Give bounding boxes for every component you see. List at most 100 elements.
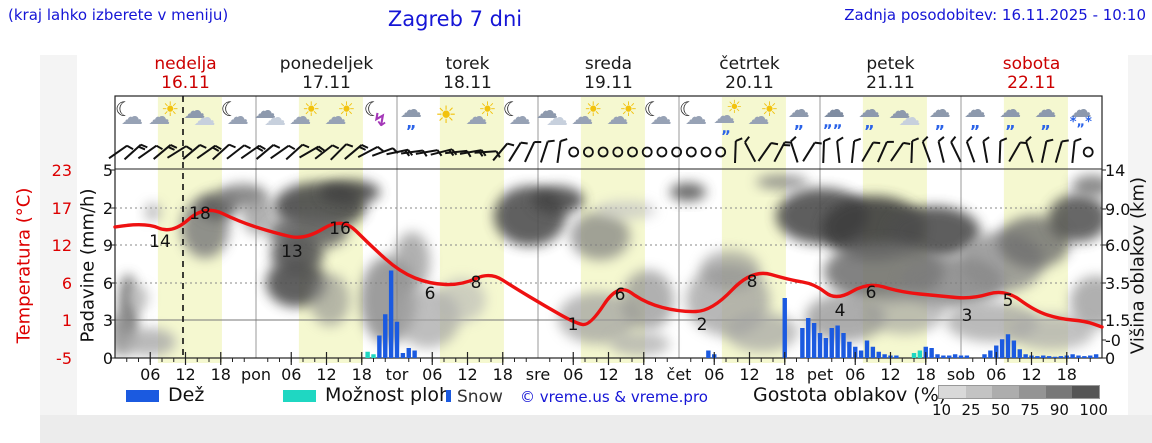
day-date: 22.11 [1007,73,1056,93]
rain-bar [876,351,881,358]
density-swatch [1045,386,1073,398]
wind-barb-icon [212,143,230,161]
precip-tick: 6 [103,274,113,293]
wind-barb-icon [890,142,905,162]
day-abbrev-label: sre [526,365,550,384]
cloud-rain-icon: ☁ „ [964,98,986,132]
day-date: 17.11 [302,73,351,93]
rain-bar [841,333,846,358]
density-tick-label: 10 [932,401,952,419]
shower-bar [365,351,370,358]
moon-cloud-icon: ☾ ☁ [220,97,249,130]
temperature-value-label: 8 [747,272,758,292]
temperature-value-label: 16 [329,219,351,239]
calm-wind-icon [1082,146,1094,158]
moon-storm-icon: ☾ ↯ [363,97,388,131]
rain-bar [829,328,834,358]
wind-barb-icon [822,140,825,164]
wind-barb-icon [773,141,786,163]
snow-legend-label: Snow [457,387,503,407]
shower-bar [911,353,917,358]
sun-cloud-icon: ☀ ☁ [148,97,180,130]
density-tick-label: 90 [1049,401,1069,419]
calm-wind-icon [568,146,580,158]
cloud-rain-icon: ☁ „ [858,98,881,132]
rain-bar [999,339,1005,358]
rain-bar [964,355,970,358]
rain-bar [1011,340,1017,358]
rain-bar [377,335,382,358]
rain-bar [870,346,876,358]
precip-tick: 3 [103,311,113,330]
rain-bar [1046,356,1052,358]
density-swatch [1019,386,1046,398]
temp-tick: 6 [62,274,72,293]
menu-hint: (kraj lahko izberete v meniju) [8,6,229,24]
shower-legend-swatch [283,390,316,402]
temp-tick: 17 [52,199,72,218]
wind-barb-icon [950,141,962,163]
rain-bar [1082,356,1087,358]
cloud-rain-icon: ☁ „ [999,98,1022,132]
time-tick-label: 12 [1021,365,1041,384]
rain-bar [988,350,993,358]
wind-barb-icon [982,140,989,164]
wind-barb-icon [386,148,409,156]
rain-bar [929,348,934,358]
rain-bar [1023,354,1028,358]
density-swatch [939,386,966,398]
precip-tick: 9 [103,236,113,255]
cloud-rain-icon: ☁ „ [1034,98,1057,132]
wind-barb-icon [153,144,172,160]
day-name: torek [445,54,490,74]
time-tick-label: 12 [880,365,900,384]
day-header: nedelja 16.11 [115,55,256,93]
rain-bar [383,314,388,358]
wind-barb-icon [789,141,799,163]
clouds-icon: ☁ ☁ [183,99,216,131]
rain-bar [1058,356,1064,358]
cloud-sleet-icon: ☁ *„* [1069,98,1092,130]
moon-cloud-icon: ☾ ☁ [643,97,672,130]
wind-barb-icon [1054,141,1063,163]
calm-wind-icon [641,146,653,158]
shower-bar [917,350,923,358]
rain-bar [941,355,946,358]
rain-legend-swatch [126,390,159,402]
rain-bar [806,318,811,358]
time-tick-label: 06 [563,365,583,384]
wind-barb-icon [299,145,320,159]
time-tick-label: 18 [211,365,231,384]
rain-bar [400,353,406,358]
day-header: sreda 19.11 [538,55,679,93]
rain-bar [1035,356,1040,358]
wind-barb-icon [877,141,888,163]
wind-barb-icon [921,141,932,163]
last-update: Zadnja posodobitev: 16.11.2025 - 10:10 [844,6,1146,24]
wind-barb-icon [415,149,438,155]
wind-barb-icon [330,143,347,161]
rain-bar [1052,356,1058,358]
calm-wind-icon [656,146,668,158]
wind-barb-icon [123,143,142,161]
wind-barb-icon [836,140,841,164]
time-tick-label: 12 [598,365,618,384]
day-abbrev-label: sob [947,365,975,384]
rain-bar [412,350,417,358]
temp-tick: 12 [52,236,72,255]
calm-wind-icon [715,146,727,158]
rain-bar [817,333,823,358]
copyright-link[interactable]: © vreme.us & vreme.pro [520,388,708,406]
time-tick-label: 18 [352,365,372,384]
rain-bar [982,354,987,358]
page-title: Zagreb 7 dni [387,7,523,31]
temperature-value-label: 3 [962,306,973,326]
day-name: nedelja [154,54,217,74]
rain-bar [1017,349,1022,358]
temperature-value-label: 1 [568,315,579,335]
sun-cloud-rain-icon: ☀ ☁ „ [713,97,743,137]
time-tick-label: 06 [704,365,724,384]
time-tick-label: 12 [457,365,477,384]
wind-barb-icon [357,145,379,159]
